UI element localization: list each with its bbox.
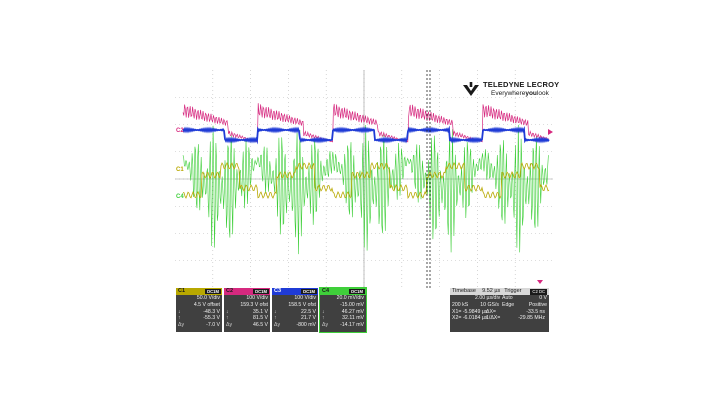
brand-name: TELEDYNE LECROY [483,80,559,89]
timebase-trigger-box[interactable]: Timebase 9.52 µs Trigger C2 DC 2.00 µs/d… [450,288,549,332]
channel-c1-box[interactable]: C1 DC1M 50.0 V/div 4.5 V offset ↓ -48.3 V … [176,288,222,332]
channel-c2-box[interactable]: C2 DC1M 100 V/div 159.3 V ofst ↓ 35.1 V ↑ 8… [224,288,270,332]
brand-logo: TELEDYNE LECROY Everywhereyoulook [461,78,549,102]
teledyne-logo-icon [461,81,481,97]
channel-c3-box[interactable]: C3 DC1M 100 V/div 158.5 V ofst ↓ 22.5 V ↑ 2… [272,288,318,332]
trigger-position-marker [537,280,543,284]
channel-c4-box[interactable]: C4 DC1M 20.0 mV/div -15.00 mV ↓ 46.27 mV ↑… [320,288,366,332]
measurement-panel: C1 DC1M 50.0 V/div 4.5 V offset ↓ -48.3 V … [175,288,553,332]
timebase-header[interactable]: Timebase 9.52 µs Trigger C2 DC [450,288,549,295]
channel-c2-header[interactable]: C2 DC1M [224,288,270,295]
channel-c4-header[interactable]: C4 DC1M [320,288,366,295]
c4-waveform [183,125,548,254]
c2-level-marker[interactable]: C2 [176,128,184,134]
waveform-area[interactable] [175,70,553,288]
brand-tagline: Everywhereyoulook [491,90,549,97]
c4-level-marker[interactable]: C4 [176,194,184,200]
channel-c1-header[interactable]: C1 DC1M [176,288,222,295]
trigger-level-marker [548,129,553,135]
oscilloscope-display: TELEDYNE LECROY Everywhereyoulook C2 C1 … [175,70,553,332]
c1-level-marker[interactable]: C1 [176,167,184,173]
channel-c3-header[interactable]: C3 DC1M [272,288,318,295]
